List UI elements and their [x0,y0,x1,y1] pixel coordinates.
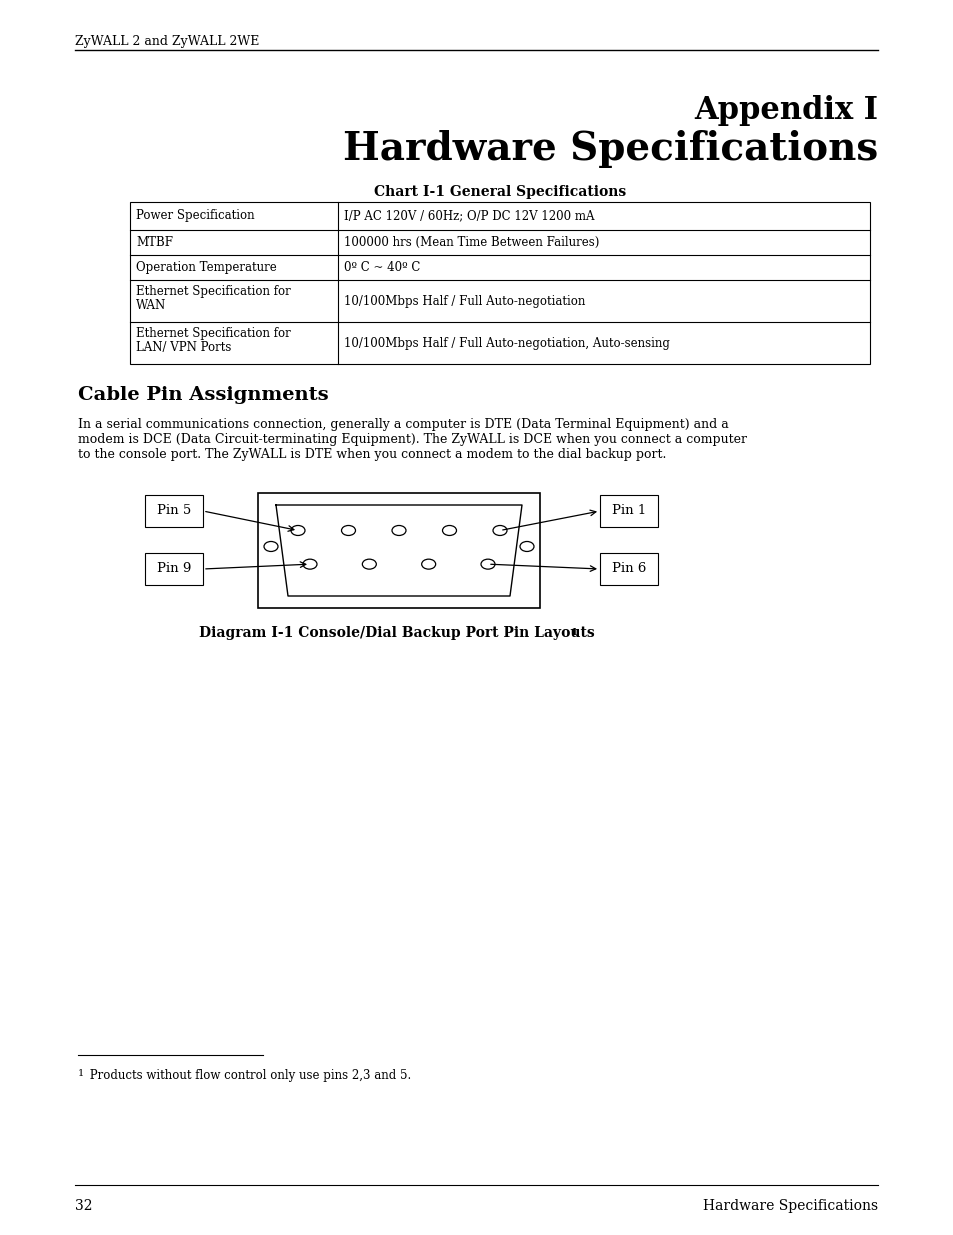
Bar [599,553,658,585]
Text: Hardware Specifications: Hardware Specifications [342,130,877,168]
Text: I/P AC 120V / 60Hz; O/P DC 12V 1200 mA: I/P AC 120V / 60Hz; O/P DC 12V 1200 mA [344,210,594,222]
Text: Hardware Specifications: Hardware Specifications [702,1199,877,1213]
Text: Cable Pin Assignments: Cable Pin Assignments [78,387,328,404]
Text: MTBF: MTBF [136,236,172,249]
Text: Diagram I-1 Console/Dial Backup Port Pin Layouts: Diagram I-1 Console/Dial Backup Port Pin… [198,626,598,640]
Text: to the console port. The ZyWALL is DTE when you connect a modem to the dial back: to the console port. The ZyWALL is DTE w… [78,448,666,461]
Text: Pin 1: Pin 1 [611,505,645,517]
Text: modem is DCE (Data Circuit-terminating Equipment). The ZyWALL is DCE when you co: modem is DCE (Data Circuit-terminating E… [78,433,746,446]
Text: 1: 1 [571,629,578,637]
Bar [145,495,203,527]
Text: WAN: WAN [136,299,166,312]
Text: Ethernet Specification for: Ethernet Specification for [136,327,291,340]
Text: Pin 5: Pin 5 [156,505,191,517]
Bar [257,493,539,608]
Text: ZyWALL 2 and ZyWALL 2WE: ZyWALL 2 and ZyWALL 2WE [75,35,259,48]
Text: Power Specification: Power Specification [136,210,254,222]
Text: Pin 9: Pin 9 [156,562,191,576]
Text: 1: 1 [78,1070,84,1078]
Bar [599,495,658,527]
Text: 100000 hrs (Mean Time Between Failures): 100000 hrs (Mean Time Between Failures) [344,236,598,249]
Text: Products without flow control only use pins 2,3 and 5.: Products without flow control only use p… [86,1070,411,1082]
Text: Appendix I: Appendix I [693,95,877,126]
Bar [145,553,203,585]
Text: 32: 32 [75,1199,92,1213]
Bar [130,203,869,364]
Text: 0º C ~ 40º C: 0º C ~ 40º C [344,261,420,274]
Text: Operation Temperature: Operation Temperature [136,261,276,274]
Text: Ethernet Specification for: Ethernet Specification for [136,285,291,298]
Text: Pin 6: Pin 6 [611,562,645,576]
Text: In a serial communications connection, generally a computer is DTE (Data Termina: In a serial communications connection, g… [78,417,728,431]
Text: LAN/ VPN Ports: LAN/ VPN Ports [136,341,232,354]
Text: 10/100Mbps Half / Full Auto-negotiation: 10/100Mbps Half / Full Auto-negotiation [344,294,585,308]
Text: Chart I-1 General Specifications: Chart I-1 General Specifications [374,185,625,199]
Text: 10/100Mbps Half / Full Auto-negotiation, Auto-sensing: 10/100Mbps Half / Full Auto-negotiation,… [344,336,669,350]
